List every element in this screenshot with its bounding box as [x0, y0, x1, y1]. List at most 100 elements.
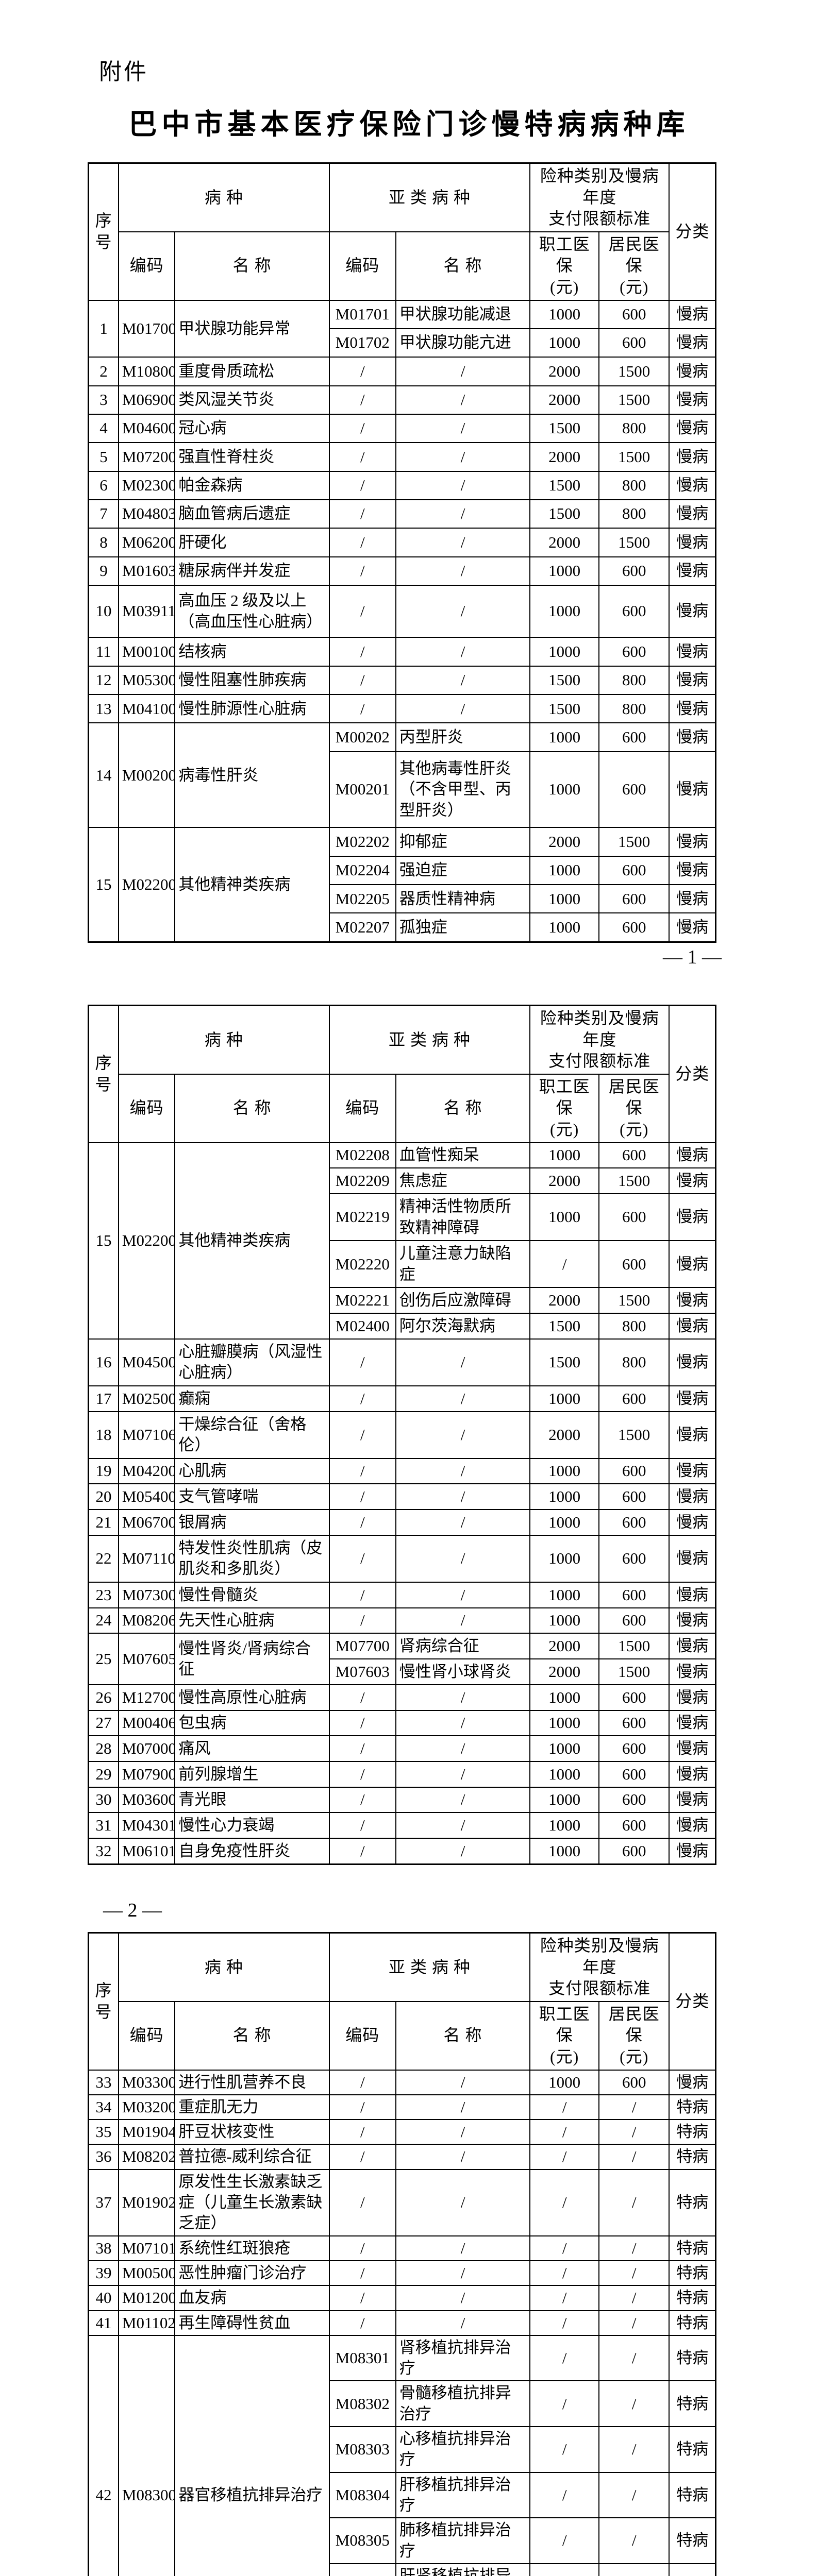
sub-code-cell: / [328, 1338, 396, 1386]
header-sub-name: 名 称 [395, 1073, 531, 1143]
disease-code-cell: M06700 [118, 1509, 176, 1536]
category-cell: 慢病 [669, 694, 716, 724]
disease-name-cell: 冠心病 [174, 413, 330, 444]
employee-limit-cell: / [529, 2168, 600, 2236]
category-cell: 慢病 [669, 751, 716, 828]
employee-limit-cell: 1000 [529, 1483, 600, 1511]
table-row: 33 M03300 进行性肌营养不良 //1000 600 慢病 [88, 2069, 716, 2095]
employee-limit-cell: 1500 [529, 694, 600, 724]
table-row: 42 M08300 器官移植抗排异治疗 M08301 肾移植抗排异治疗 / / 特病 [88, 2334, 716, 2576]
seq-cell: 25 [88, 1633, 119, 1685]
resident-limit-cell: 1500 [598, 1411, 670, 1459]
disease-code-cell: M00406 [118, 1709, 176, 1737]
page-title: 巴中市基本医疗保险门诊慢特病病种库 [128, 109, 690, 140]
sub-code-cell: / [328, 2235, 396, 2261]
employee-limit-cell: 1000 [529, 1458, 600, 1485]
sub-code-cell: / [328, 2285, 396, 2311]
page-number-2: — 2 — [103, 1900, 162, 1921]
employee-limit-cell: 2000 [529, 1167, 600, 1194]
disease-name-cell: 特发性炎性肌病（皮肌炎和多肌炎） [174, 1534, 330, 1583]
disease-name-cell: 系统性红斑狼疮 [174, 2235, 330, 2261]
employee-limit-cell: 1000 [529, 1684, 600, 1711]
employee-limit-cell: / [529, 2094, 600, 2121]
category-cell: 特病 [669, 2426, 716, 2473]
sub-code-cell: / [328, 442, 396, 472]
employee-limit-cell: / [529, 2260, 600, 2286]
resident-limit-cell: 600 [598, 751, 670, 828]
resident-limit-cell: 1500 [598, 1633, 670, 1660]
disease-code-cell: M06101 [118, 1838, 176, 1865]
disease-code-cell: M08300 [118, 2334, 176, 2576]
disease-code-cell: M01902 [118, 2168, 176, 2236]
table-row: 41 M01102 再生障碍性贫血 / / / / 特病 [88, 2310, 716, 2336]
sub-code-cell: / [328, 1385, 396, 1412]
disease-name-cell: 支气管哮喘 [174, 1483, 330, 1511]
category-cell: 特病 [669, 2260, 716, 2286]
resident-limit-cell: 600 [598, 1607, 670, 1634]
sub-code-cell: M02209 [328, 1167, 396, 1194]
resident-limit-cell: 600 [598, 1735, 670, 1762]
sub-code-cell: / [328, 1582, 396, 1608]
seq-cell: 21 [88, 1509, 119, 1536]
sub-name-cell: / [395, 470, 531, 500]
sub-code-cell: M02207 [328, 912, 396, 943]
sub-code-cell: / [328, 1483, 396, 1511]
sub-code-cell: / [328, 556, 396, 586]
employee-limit-cell: 1500 [529, 1338, 600, 1386]
category-cell: 慢病 [669, 1338, 716, 1386]
resident-limit-cell: 1500 [598, 1167, 670, 1194]
seq-cell: 3 [88, 385, 119, 415]
header-sub-disease-group: 亚 类 病 种 [328, 162, 531, 232]
resident-limit-cell: / [598, 2235, 670, 2261]
category-cell: 慢病 [669, 1760, 716, 1788]
disease-name-cell: 重症肌无力 [174, 2094, 330, 2121]
disease-code-cell: M01102 [118, 2310, 176, 2336]
header-resident-limit: 居民医保 (元) [598, 1073, 670, 1143]
table-row: 10 M03911 高血压 2 级及以上（高血压性心脏病） //1000 600 慢病 [88, 584, 716, 638]
table-row: 17 M02500 癫痫 //1000 600 慢病 [88, 1385, 716, 1412]
disease-name-cell: 强直性脊柱炎 [174, 442, 330, 472]
table-row: 28 M07000 痛风 //1000 600 慢病 [88, 1735, 716, 1762]
sub-code-cell: / [328, 1684, 396, 1711]
employee-limit-cell: 2000 [529, 528, 600, 557]
resident-limit-cell: / [598, 2144, 670, 2170]
resident-limit-cell: 1500 [598, 827, 670, 857]
sub-name-cell: / [395, 1458, 531, 1485]
category-cell: 特病 [669, 2119, 716, 2145]
sub-code-cell: M01702 [328, 328, 396, 358]
disease-code-cell: M00500 [118, 2260, 176, 2286]
header-sub-name: 名 称 [395, 231, 531, 301]
sub-name-cell: 焦虑症 [395, 1167, 531, 1194]
header-resident-limit: 居民医保 (元) [598, 2001, 670, 2071]
sub-name-cell: / [395, 1786, 531, 1814]
category-cell: 慢病 [669, 299, 716, 329]
seq-cell: 28 [88, 1735, 119, 1762]
table-row: M02204 强迫症 1000 600 慢病 [89, 855, 716, 886]
disease-name-cell: 糖尿病伴并发症 [174, 556, 330, 586]
disease-name-cell: 慢性阻塞性肺疾病 [174, 665, 330, 696]
employee-limit-cell: / [529, 2285, 600, 2311]
sub-code-cell: / [328, 665, 396, 696]
employee-limit-cell: 1000 [529, 2069, 600, 2095]
employee-limit-cell: 1000 [529, 1709, 600, 1737]
resident-limit-cell: 600 [598, 299, 670, 329]
sub-name-cell: / [395, 584, 531, 638]
header-seq: 序号 [88, 162, 119, 301]
table-row: 25 M07605 慢性肾炎/肾病综合征 M07700 肾病综合征 2000 1500 慢病 [88, 1633, 716, 1685]
disease-code-cell: M02200 [118, 827, 176, 943]
attachment-label: 附件 [99, 59, 148, 84]
sub-name-cell: / [395, 1411, 531, 1459]
sub-code-cell: M08306 [328, 2563, 396, 2576]
resident-limit-cell: / [598, 2310, 670, 2336]
disease-name-cell: 普拉德-威利综合征 [174, 2144, 330, 2170]
table-row: 35 M01904 肝豆状核变性 / / / / 特病 [88, 2119, 716, 2145]
disease-name-cell: 高血压 2 级及以上（高血压性心脏病） [174, 584, 330, 638]
table-row: 4 M04600 冠心病 //1500 800 慢病 [88, 413, 716, 444]
seq-cell: 6 [88, 470, 119, 500]
disease-code-cell: M05300 [118, 665, 176, 696]
table-row: 31 M04301 慢性心力衰竭 //1000 600 慢病 [88, 1812, 716, 1839]
resident-limit-cell: / [598, 2168, 670, 2236]
table-row: 26 M12700 慢性高原性心脏病 //1000 600 慢病 [88, 1684, 716, 1711]
disease-name-cell: 血友病 [174, 2285, 330, 2311]
sub-code-cell: M08303 [328, 2426, 396, 2473]
